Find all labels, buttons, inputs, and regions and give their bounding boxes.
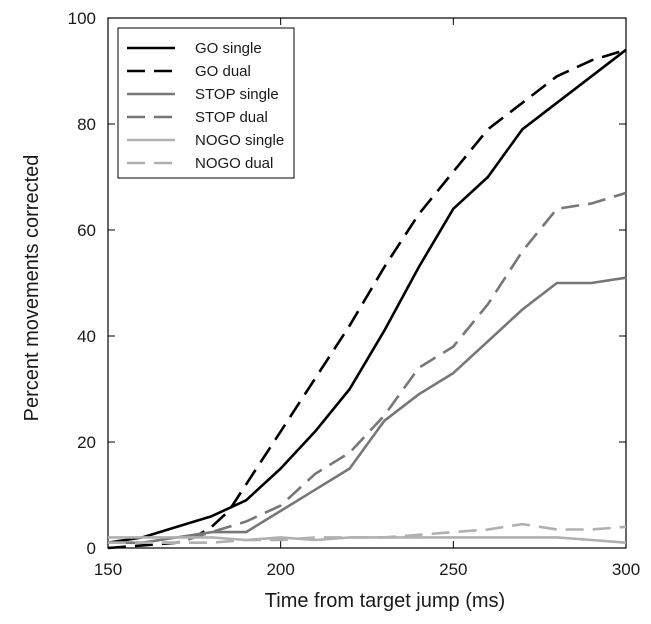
y-tick-label: 20: [77, 433, 96, 452]
x-axis-title: Time from target jump (ms): [265, 590, 505, 612]
y-tick-label: 60: [77, 221, 96, 240]
y-axis-title: Percent movements corrected: [21, 155, 43, 422]
x-tick-label: 200: [266, 560, 294, 579]
legend-label: NOGO single: [195, 132, 284, 149]
legend-label: GO single: [195, 40, 262, 57]
series-line-stop-single: [108, 276, 627, 545]
y-tick-label: 80: [77, 115, 96, 134]
y-tick-label: 0: [87, 539, 96, 558]
x-tick-label: 300: [612, 560, 640, 579]
x-tick-label: 250: [439, 560, 467, 579]
series-line-stop-dual: [108, 191, 627, 545]
legend-label: STOP single: [195, 86, 279, 103]
plot-frame: [107, 17, 627, 549]
y-tick-label: 100: [68, 9, 96, 28]
series-line-nogo-dual: [108, 522, 627, 545]
x-tick-label: 150: [94, 560, 122, 579]
legend-box: [117, 27, 295, 179]
legend-label: STOP dual: [195, 109, 268, 126]
legend-label: GO dual: [195, 63, 251, 80]
series-line-go-single: [107, 48, 627, 544]
legend-label: NOGO dual: [195, 155, 273, 172]
y-tick-label: 40: [77, 327, 96, 346]
